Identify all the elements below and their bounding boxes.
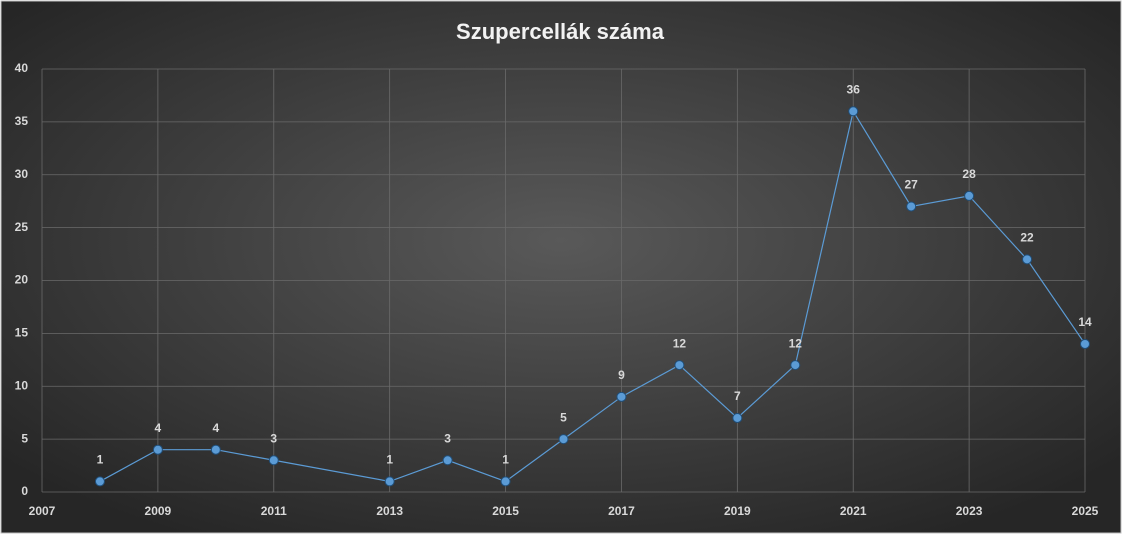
chart-title: Szupercellák száma <box>456 19 665 44</box>
x-tick-label: 2021 <box>840 504 867 518</box>
x-tick-label: 2007 <box>29 504 56 518</box>
data-label: 3 <box>444 431 451 445</box>
data-point <box>1080 338 1090 349</box>
data-point <box>1022 254 1033 265</box>
x-tick-label: 2015 <box>492 504 519 518</box>
data-point <box>442 455 453 466</box>
y-tick-label: 0 <box>21 484 28 498</box>
x-tick-label: 2017 <box>608 504 635 518</box>
data-point <box>500 476 511 487</box>
data-point <box>964 190 975 201</box>
data-point <box>152 444 163 455</box>
data-point <box>848 106 859 117</box>
data-point <box>384 476 395 487</box>
data-point <box>558 434 569 445</box>
data-point <box>790 360 801 371</box>
data-point <box>210 444 221 455</box>
data-label: 1 <box>386 453 393 467</box>
data-label: 12 <box>789 336 803 350</box>
y-tick-label: 10 <box>15 378 29 392</box>
y-tick-label: 20 <box>15 273 29 287</box>
data-point <box>674 360 685 371</box>
y-tick-label: 25 <box>15 220 29 234</box>
data-point <box>906 201 917 212</box>
data-label: 3 <box>270 431 277 445</box>
x-tick-label: 2013 <box>376 504 403 518</box>
data-label: 7 <box>734 389 741 403</box>
x-tick-label: 2025 <box>1072 504 1099 518</box>
data-point <box>268 455 279 466</box>
data-label: 4 <box>155 421 162 435</box>
data-label: 9 <box>618 368 625 382</box>
y-tick-label: 15 <box>15 326 29 340</box>
y-tick-label: 5 <box>21 431 28 445</box>
x-tick-label: 2023 <box>956 504 983 518</box>
data-point <box>732 412 743 423</box>
x-tick-label: 2011 <box>261 504 287 518</box>
x-tick-label: 2019 <box>724 504 751 518</box>
data-label: 1 <box>502 453 509 467</box>
data-label: 1 <box>97 453 104 467</box>
y-tick-label: 35 <box>15 114 29 128</box>
data-label: 5 <box>560 410 567 424</box>
x-tick-label: 2009 <box>145 504 172 518</box>
data-label: 22 <box>1020 231 1034 245</box>
data-label: 36 <box>847 82 861 96</box>
data-point <box>94 476 105 487</box>
data-point <box>616 391 627 402</box>
data-label: 12 <box>673 336 687 350</box>
data-label: 27 <box>904 178 918 192</box>
data-label: 28 <box>962 167 976 181</box>
y-tick-label: 30 <box>15 167 29 181</box>
data-label: 14 <box>1078 315 1092 329</box>
data-label: 4 <box>212 421 219 435</box>
y-tick-label: 40 <box>15 61 29 75</box>
